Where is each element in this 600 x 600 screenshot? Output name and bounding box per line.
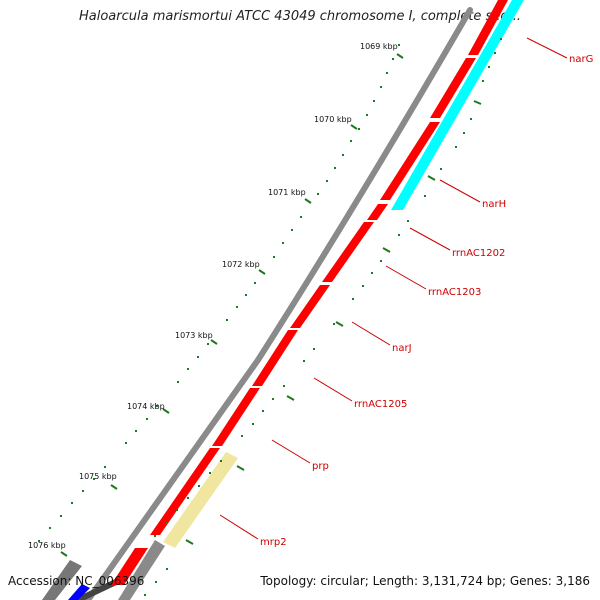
gene-block-grey-left[interactable]: [42, 560, 82, 600]
gene-block[interactable]: [367, 204, 388, 220]
inner-ruler: [144, 38, 502, 596]
gene-block[interactable]: [111, 548, 148, 585]
gene-block[interactable]: [252, 330, 298, 386]
tick-label: 1071 kbp: [268, 188, 306, 197]
gene-label-narJ[interactable]: narJ: [392, 343, 412, 354]
accession-label: Accession: NC_006396: [8, 574, 145, 588]
gene-block[interactable]: [212, 388, 260, 446]
gene-block-blue[interactable]: [68, 584, 90, 600]
tick-label: 1075 kbp: [79, 472, 117, 481]
gene-label-rrnAC1205[interactable]: rrnAC1205: [354, 399, 407, 410]
gene-mrp2-block[interactable]: [163, 452, 238, 548]
gene-block[interactable]: [150, 448, 220, 535]
gene-narG-narH-block[interactable]: [391, 0, 524, 210]
gene-block[interactable]: [290, 285, 330, 328]
kbp-ruler: [38, 44, 400, 542]
gene-block[interactable]: [322, 222, 374, 282]
gene-label-prp[interactable]: prp: [312, 461, 329, 472]
tick-labels: 1069 kbp 1070 kbp 1071 kbp 1072 kbp 1073…: [28, 42, 398, 550]
gene-block[interactable]: [430, 58, 476, 118]
map-title: Haloarcula marismortui ATCC 43049 chromo…: [79, 9, 521, 24]
gene-labels: narG narH rrnAC1202 rrnAC1203 narJ rrnAC…: [260, 54, 593, 548]
gene-label-narG[interactable]: narG: [569, 54, 593, 65]
gene-label-rrnAC1202[interactable]: rrnAC1202: [452, 248, 505, 259]
tick-label: 1076 kbp: [28, 541, 66, 550]
gene-track-red: [111, 0, 508, 585]
tick-label: 1072 kbp: [222, 260, 260, 269]
tick-label: 1069 kbp: [360, 42, 398, 51]
kbp-ruler-major-ticks: [60, 53, 404, 557]
tick-label: 1070 kbp: [314, 115, 352, 124]
chromosome-backbone: [85, 7, 473, 600]
inner-ruler-major-ticks: [185, 100, 482, 545]
gene-label-mrp2[interactable]: mrp2: [260, 537, 287, 548]
gene-callout-lines: [219, 37, 568, 540]
genome-summary: Topology: circular; Length: 3,131,724 bp…: [260, 574, 590, 588]
tick-label: 1074 kbp: [127, 402, 165, 411]
gene-block[interactable]: [468, 0, 508, 55]
gene-block[interactable]: [380, 122, 440, 200]
tick-label: 1073 kbp: [175, 331, 213, 340]
gene-label-rrnAC1203[interactable]: rrnAC1203: [428, 287, 481, 298]
gene-label-narH[interactable]: narH: [482, 199, 506, 210]
gene-block-grey[interactable]: [118, 540, 165, 600]
